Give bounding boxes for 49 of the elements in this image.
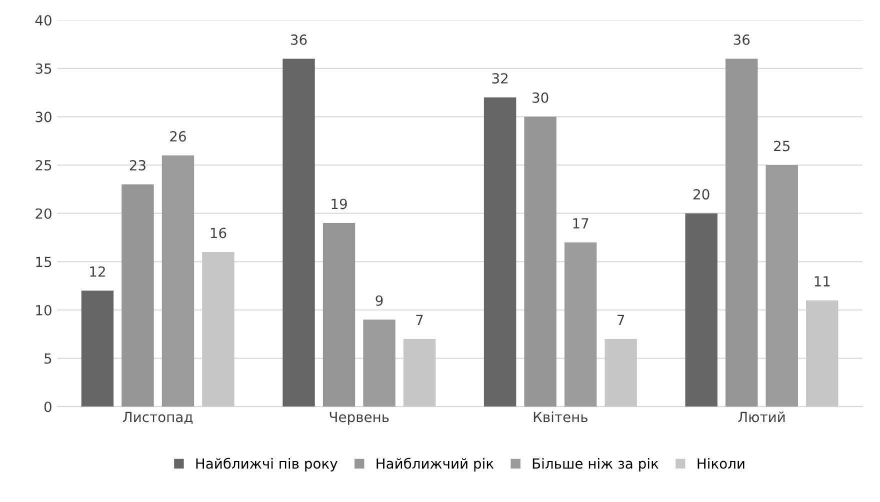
x-tick-label: Лютий xyxy=(738,412,785,422)
data-label: 30 xyxy=(532,92,548,103)
data-label: 17 xyxy=(573,218,588,228)
y-tick-label: 40 xyxy=(35,15,52,26)
x-tick-label: Квітень xyxy=(534,411,588,422)
bar xyxy=(282,58,315,407)
legend-label: Найближчий рік xyxy=(376,458,494,472)
bar xyxy=(202,252,234,407)
data-label: 16 xyxy=(210,228,226,238)
y-tick-label: 15 xyxy=(36,256,52,268)
bar xyxy=(564,242,597,407)
y-tick-label: 30 xyxy=(36,112,52,122)
data-label: 20 xyxy=(694,189,710,200)
data-label: 23 xyxy=(130,160,146,171)
y-tick-label: 20 xyxy=(36,208,52,219)
legend-label: Більше ніж за рік xyxy=(532,458,658,472)
bar xyxy=(403,338,436,407)
data-label: 9 xyxy=(376,295,383,306)
bar xyxy=(524,116,556,407)
bar xyxy=(685,213,718,407)
data-label: 7 xyxy=(416,314,423,325)
bar xyxy=(604,338,637,407)
x-tick-label: Червень xyxy=(330,412,389,425)
bar xyxy=(484,97,516,407)
bar xyxy=(806,300,838,407)
bar xyxy=(766,165,798,407)
data-label: 11 xyxy=(814,276,830,286)
data-label: 36 xyxy=(290,34,307,45)
y-tick-label: 0 xyxy=(44,402,52,412)
data-label: 12 xyxy=(90,266,105,277)
legend-label: Ніколи xyxy=(698,458,744,469)
data-label: 36 xyxy=(734,34,750,45)
data-label: 7 xyxy=(618,314,624,325)
bar xyxy=(363,320,396,407)
y-tick-label: 25 xyxy=(36,160,52,171)
bar xyxy=(726,58,758,407)
data-label: 25 xyxy=(774,140,790,152)
bar xyxy=(81,290,114,407)
data-label: 32 xyxy=(492,73,508,84)
bar xyxy=(162,155,194,407)
x-tick-label: Листопад xyxy=(122,412,193,424)
y-tick-label: 5 xyxy=(44,353,52,364)
y-tick-label: 10 xyxy=(36,304,52,316)
y-tick-label: 35 xyxy=(36,63,52,74)
bar xyxy=(122,184,154,407)
legend-label: Найближчі пів року xyxy=(196,458,338,472)
data-label: 26 xyxy=(170,131,186,142)
bar xyxy=(322,223,356,407)
data-label: 19 xyxy=(332,198,347,210)
